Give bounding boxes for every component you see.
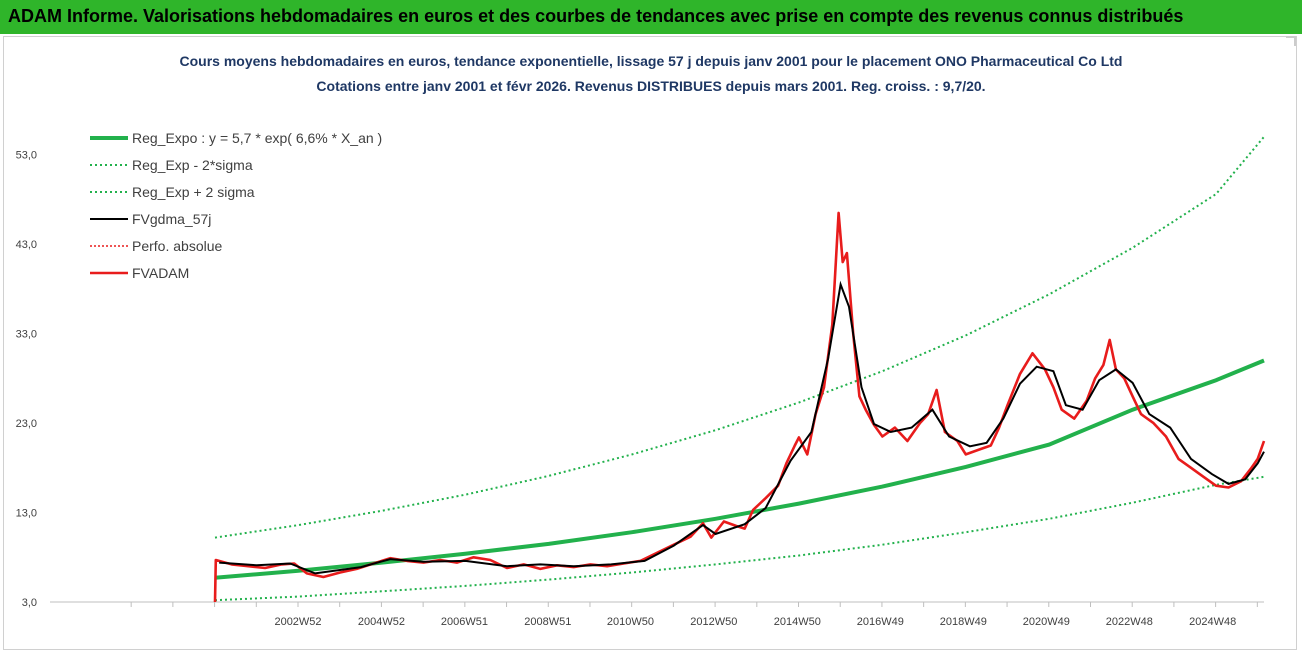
x-tick-label: 2014W50 bbox=[774, 616, 821, 628]
chart-title: Cours moyens hebdomadaires en euros, ten… bbox=[179, 53, 1123, 69]
series-line-0 bbox=[214, 358, 1265, 580]
legend-label-2: Reg_Exp + 2 sigma bbox=[132, 184, 255, 200]
y-tick-label: 53,0 bbox=[16, 150, 37, 162]
header-bar: ADAM Informe. Valorisations hebdomadaire… bbox=[0, 0, 1302, 34]
y-tick-label: 23,0 bbox=[16, 418, 37, 430]
x-tick-label: 2002W52 bbox=[274, 616, 321, 628]
x-tick-label: 2020W49 bbox=[1023, 616, 1070, 628]
x-tick-label: 2012W50 bbox=[690, 616, 737, 628]
chart-frame bbox=[3, 36, 1297, 650]
x-tick-label: 2010W50 bbox=[607, 616, 654, 628]
legend-label-1: Reg_Exp - 2*sigma bbox=[132, 157, 253, 173]
x-tick-label: 2006W51 bbox=[441, 616, 488, 628]
y-tick-label: 13,0 bbox=[16, 508, 37, 520]
y-tick-label: 3,0 bbox=[22, 597, 37, 609]
corner-mark bbox=[1286, 36, 1296, 46]
x-tick-label: 2018W49 bbox=[940, 616, 987, 628]
legend-label-3: FVgdma_57j bbox=[132, 211, 211, 227]
legend-label-5: FVADAM bbox=[132, 265, 189, 281]
legend-label-0: Reg_Expo : y = 5,7 * exp( 6,6% * X_an ) bbox=[132, 130, 382, 146]
x-tick-label: 2024W48 bbox=[1189, 616, 1236, 628]
x-tick-label: 2004W52 bbox=[358, 616, 405, 628]
x-tick-label: 2022W48 bbox=[1106, 616, 1153, 628]
x-tick-label: 2016W49 bbox=[857, 616, 904, 628]
series-line-3 bbox=[219, 280, 1265, 575]
x-tick-label: 2008W51 bbox=[524, 616, 571, 628]
series-line-2 bbox=[214, 136, 1265, 539]
chart-subtitle: Cotations entre janv 2001 et févr 2026. … bbox=[316, 78, 986, 94]
y-tick-label: 43,0 bbox=[16, 239, 37, 251]
series-line-1 bbox=[214, 475, 1265, 602]
header-title: ADAM Informe. Valorisations hebdomadaire… bbox=[8, 6, 1184, 26]
legend-label-4: Perfo. absolue bbox=[132, 238, 222, 254]
series-line-5 bbox=[213, 211, 1266, 603]
y-tick-label: 33,0 bbox=[16, 329, 37, 341]
